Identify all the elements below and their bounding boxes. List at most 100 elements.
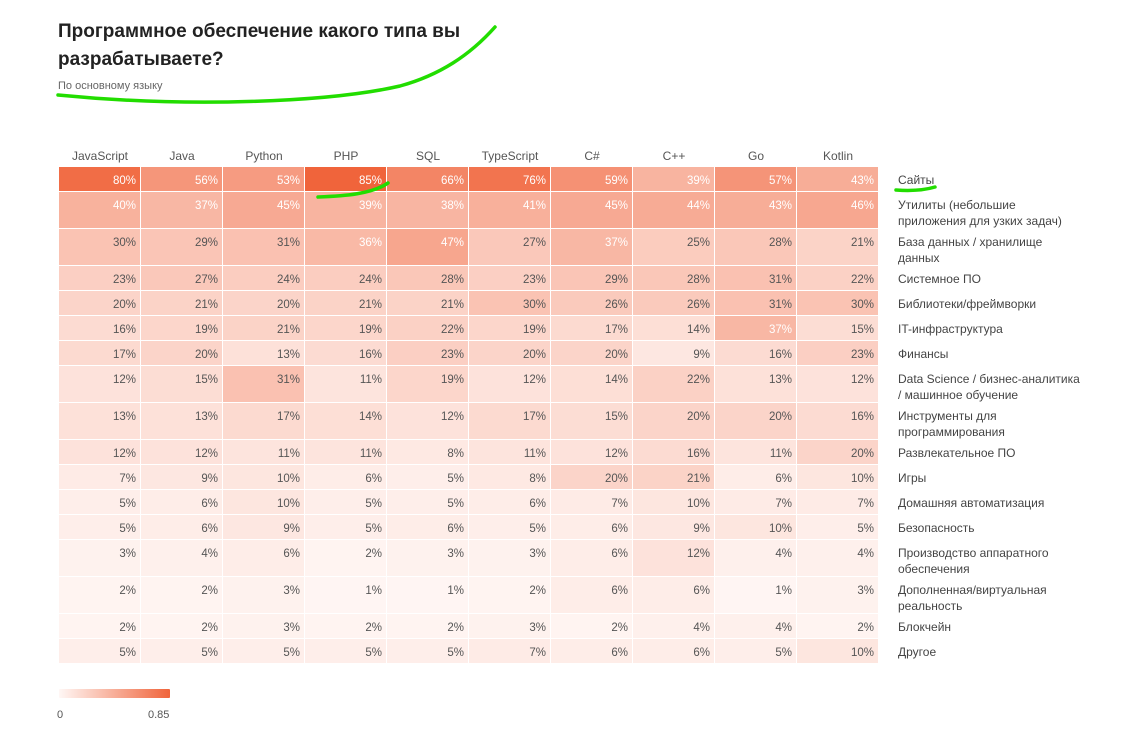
cell-value-label: 27% — [523, 237, 546, 249]
heatmap-cell — [715, 540, 796, 576]
cell-value-label: 28% — [687, 274, 710, 286]
cell-value-label: 25% — [687, 237, 710, 249]
cell-value-label: 26% — [687, 299, 710, 311]
heatmap-cell — [715, 440, 796, 464]
heatmap-cell — [59, 229, 140, 265]
cell-value-label: 27% — [195, 274, 218, 286]
heatmap-cell — [633, 614, 714, 638]
cell-value-label: 6% — [611, 585, 628, 597]
heatmap-cell — [797, 167, 878, 191]
heatmap-cell — [387, 540, 468, 576]
heatmap-cell — [305, 316, 386, 340]
heatmap-cell — [551, 540, 632, 576]
heatmap-cell — [469, 614, 550, 638]
cell-value-label: 31% — [769, 274, 792, 286]
heatmap-cell — [797, 192, 878, 228]
cell-value-label: 14% — [687, 324, 710, 336]
column-header: Python — [245, 149, 282, 163]
cell-value-label: 22% — [441, 324, 464, 336]
heatmap-cell — [633, 540, 714, 576]
heatmap-cell — [551, 316, 632, 340]
cell-value-label: 53% — [277, 175, 300, 187]
row-label: Игры — [898, 471, 926, 485]
cell-value-label: 6% — [693, 585, 710, 597]
heatmap-cell — [633, 366, 714, 402]
cell-value-label: 6% — [283, 548, 300, 560]
cell-value-label: 38% — [441, 200, 464, 212]
cell-value-label: 14% — [605, 374, 628, 386]
cell-value-label: 46% — [851, 200, 874, 212]
cell-value-label: 7% — [857, 498, 874, 510]
cell-value-label: 13% — [113, 411, 136, 423]
cell-value-label: 21% — [359, 299, 382, 311]
cell-value-label: 20% — [605, 349, 628, 361]
row-label: Инструменты для программирования — [898, 409, 1005, 439]
heatmap-cell — [305, 341, 386, 365]
cell-value-label: 2% — [119, 585, 136, 597]
column-header: Kotlin — [823, 149, 853, 163]
cell-value-label: 10% — [277, 498, 300, 510]
heatmap-cell — [715, 229, 796, 265]
cell-value-label: 15% — [195, 374, 218, 386]
row-label: Системное ПО — [898, 272, 981, 286]
heatmap-cell — [633, 192, 714, 228]
heatmap-cell — [469, 639, 550, 663]
heatmap-cell — [715, 266, 796, 290]
heatmap-cell — [797, 614, 878, 638]
heatmap-cell — [59, 403, 140, 439]
heatmap-cell — [387, 366, 468, 402]
cell-value-label: 6% — [611, 548, 628, 560]
heatmap-cell — [305, 366, 386, 402]
heatmap-cell — [551, 577, 632, 613]
cell-value-label: 7% — [529, 647, 546, 659]
legend-min-label: 0 — [57, 709, 64, 721]
cell-value-label: 2% — [201, 622, 218, 634]
heatmap-cell — [715, 490, 796, 514]
heatmap-cell — [223, 639, 304, 663]
cell-value-label: 4% — [693, 622, 710, 634]
cell-value-label: 16% — [687, 448, 710, 460]
heatmap-cell — [633, 465, 714, 489]
heatmap-cell — [715, 167, 796, 191]
heatmap-cell — [141, 167, 222, 191]
cell-value-label: 22% — [687, 374, 710, 386]
cell-value-label: 12% — [113, 448, 136, 460]
cell-value-label: 31% — [277, 237, 300, 249]
heatmap-cell — [715, 577, 796, 613]
heatmap-cell — [387, 229, 468, 265]
cell-value-label: 6% — [529, 498, 546, 510]
heatmap-cell — [141, 229, 222, 265]
cell-value-label: 14% — [359, 411, 382, 423]
heatmap-cell — [469, 465, 550, 489]
heatmap-cell — [387, 639, 468, 663]
heatmap-cell — [633, 266, 714, 290]
cell-value-label: 5% — [119, 523, 136, 535]
heatmap-cell — [715, 614, 796, 638]
cell-value-label: 43% — [851, 175, 874, 187]
cell-value-label: 20% — [523, 349, 546, 361]
heatmap-cell — [59, 266, 140, 290]
cell-value-label: 12% — [851, 374, 874, 386]
cell-value-label: 2% — [529, 585, 546, 597]
cell-value-label: 66% — [441, 175, 464, 187]
cell-value-label: 5% — [365, 523, 382, 535]
heatmap-cell — [141, 440, 222, 464]
row-label: Развлекательное ПО — [898, 446, 1016, 460]
row-label: Другое — [898, 645, 936, 659]
heatmap-cell — [633, 639, 714, 663]
cell-value-label: 5% — [119, 647, 136, 659]
cell-value-label: 20% — [687, 411, 710, 423]
heatmap-cell — [633, 440, 714, 464]
cell-value-label: 13% — [277, 349, 300, 361]
heatmap-cell — [387, 614, 468, 638]
heatmap-cell — [387, 167, 468, 191]
heatmap-cell — [141, 577, 222, 613]
heatmap-cell — [59, 515, 140, 539]
cell-value-label: 9% — [693, 349, 710, 361]
heatmap-cell — [387, 465, 468, 489]
heatmap-cell — [551, 229, 632, 265]
heatmap-cell — [715, 366, 796, 402]
cell-value-label: 47% — [441, 237, 464, 249]
cell-value-label: 2% — [201, 585, 218, 597]
heatmap-cell — [633, 577, 714, 613]
